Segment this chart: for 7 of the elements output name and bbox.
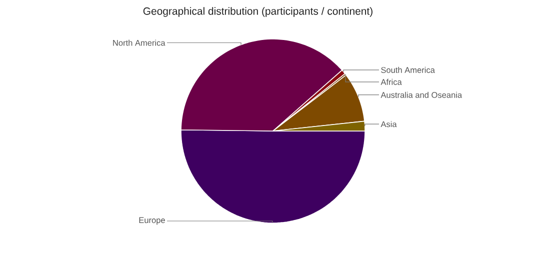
slice-label: South America — [381, 66, 435, 73]
slice-label: Africa — [380, 78, 402, 85]
slice-label: Asia — [380, 121, 397, 128]
slice-label: Australia and Oseania — [380, 92, 462, 98]
slice-label: North America — [113, 40, 166, 46]
slice-label: Europe — [139, 217, 165, 225]
chart-title: Geographical distribution (participants / continent) — [143, 7, 372, 17]
